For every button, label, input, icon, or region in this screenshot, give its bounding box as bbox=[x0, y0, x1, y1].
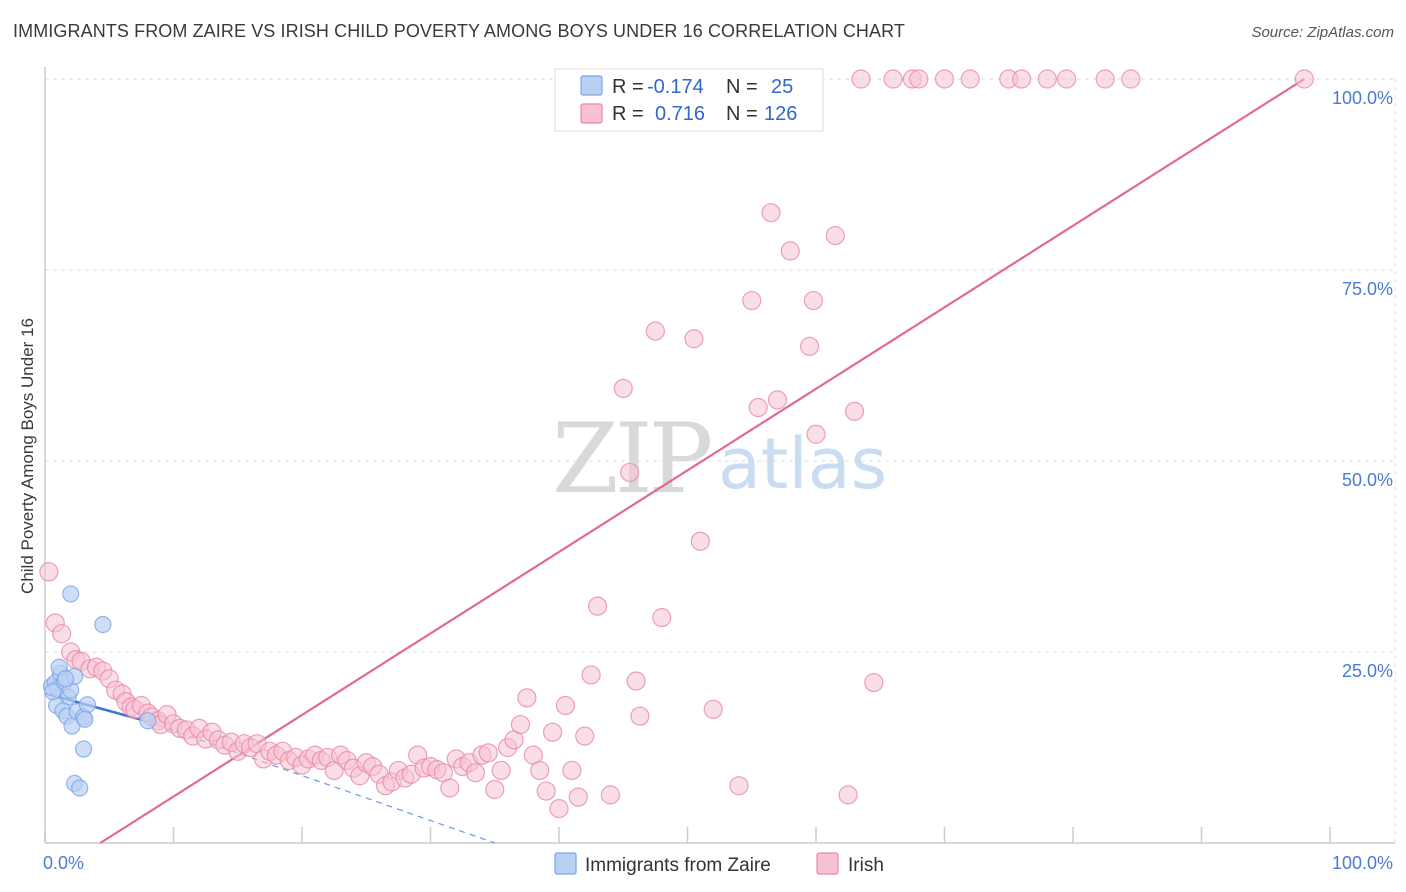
irish-point bbox=[630, 706, 650, 726]
irish-point bbox=[491, 760, 511, 781]
irish-point bbox=[600, 785, 621, 805]
irish-point bbox=[1056, 69, 1077, 89]
legend-n-value-zaire: 25 bbox=[771, 76, 793, 98]
irish-point bbox=[465, 763, 486, 783]
legend-swatch-irish bbox=[580, 103, 603, 124]
irish-point bbox=[909, 69, 929, 89]
y-tick-label: 25.0% bbox=[1342, 661, 1393, 681]
bottom-legend: Immigrants from Zaire Irish bbox=[554, 852, 884, 876]
irish-point bbox=[703, 699, 723, 719]
irish-point bbox=[690, 531, 710, 551]
irish-point bbox=[864, 672, 884, 693]
irish-point bbox=[587, 596, 608, 616]
irish-point bbox=[440, 778, 460, 798]
irish-point bbox=[652, 608, 672, 628]
irish-point bbox=[510, 714, 531, 735]
irish-point bbox=[626, 671, 646, 691]
irish-point bbox=[729, 776, 749, 796]
legend-r-value-zaire: -0.174 bbox=[647, 76, 704, 98]
zaire-point bbox=[71, 779, 89, 797]
irish-point bbox=[825, 226, 845, 246]
zaire-point bbox=[76, 710, 94, 728]
chart-title: IMMIGRANTS FROM ZAIRE VS IRISH CHILD POV… bbox=[13, 21, 906, 41]
irish-point bbox=[568, 787, 588, 807]
y-axis-label: Child Poverty Among Boys Under 16 bbox=[18, 318, 37, 594]
y-tick-label: 100.0% bbox=[1332, 88, 1393, 108]
chart-source: Source: ZipAtlas.com bbox=[1251, 24, 1394, 41]
legend-n-label-irish: N = bbox=[726, 103, 758, 125]
watermark-atlas: atlas bbox=[718, 423, 887, 505]
y-tick-label: 50.0% bbox=[1342, 470, 1393, 490]
irish-point bbox=[517, 688, 537, 708]
irish-point bbox=[960, 69, 980, 89]
irish-point bbox=[742, 290, 762, 311]
zaire-point bbox=[74, 740, 93, 758]
bottom-legend-label-irish: Irish bbox=[848, 855, 884, 876]
zaire-point bbox=[56, 670, 75, 688]
data-points bbox=[39, 69, 1314, 819]
y-tick-label: 75.0% bbox=[1342, 279, 1393, 299]
irish-point bbox=[1037, 69, 1057, 89]
irish-point bbox=[530, 760, 550, 781]
bottom-legend-swatch-zaire bbox=[554, 852, 577, 875]
legend-swatch-zaire bbox=[580, 75, 603, 96]
irish-point bbox=[803, 290, 824, 311]
irish-point bbox=[613, 378, 633, 399]
zaire-point bbox=[44, 683, 62, 701]
irish-point bbox=[934, 69, 955, 89]
irish-point bbox=[542, 722, 563, 742]
irish-point bbox=[581, 665, 601, 685]
irish-point bbox=[555, 695, 576, 716]
irish-point bbox=[645, 321, 665, 341]
irish-point bbox=[748, 397, 768, 418]
irish-point bbox=[767, 390, 788, 410]
legend-r-value-irish: 0.716 bbox=[655, 103, 705, 125]
irish-point bbox=[536, 781, 556, 801]
irish-point bbox=[549, 799, 569, 819]
irish-point bbox=[806, 424, 826, 444]
irish-point bbox=[1121, 69, 1141, 89]
gridlines bbox=[45, 78, 1396, 843]
irish-point bbox=[851, 69, 871, 89]
irish-point bbox=[799, 336, 820, 356]
irish-point bbox=[1011, 69, 1032, 89]
irish-point bbox=[761, 203, 781, 223]
x-tick-label-min: 0.0% bbox=[43, 853, 84, 873]
bottom-legend-label-zaire: Immigrants from Zaire bbox=[585, 855, 771, 876]
zaire-point bbox=[94, 615, 112, 634]
top-legend: R = -0.174 N = 25 R = 0.716 N = 126 bbox=[554, 68, 824, 132]
irish-point bbox=[485, 779, 505, 800]
irish-point bbox=[562, 760, 582, 781]
irish-point bbox=[883, 69, 903, 89]
irish-point bbox=[844, 401, 865, 421]
axes bbox=[44, 67, 1395, 844]
irish-point bbox=[780, 241, 800, 261]
legend-n-label-zaire: N = bbox=[726, 76, 758, 98]
irish-point bbox=[39, 562, 59, 582]
irish-point bbox=[620, 462, 640, 483]
legend-n-value-irish: 126 bbox=[764, 103, 797, 125]
irish-point bbox=[478, 743, 498, 763]
irish-point bbox=[1294, 69, 1314, 89]
legend-r-label-irish: R = bbox=[612, 103, 644, 125]
irish-point bbox=[1095, 69, 1115, 89]
irish-trend-line bbox=[99, 78, 1305, 844]
zaire-point bbox=[62, 585, 80, 603]
irish-point bbox=[684, 329, 704, 349]
bottom-legend-swatch-irish bbox=[816, 852, 839, 875]
irish-point bbox=[838, 785, 858, 805]
legend-r-label-zaire: R = bbox=[612, 76, 644, 98]
zaire-point bbox=[139, 712, 157, 730]
watermark-zip: ZIP bbox=[552, 403, 711, 515]
x-tick-label-max: 100.0% bbox=[1332, 853, 1393, 873]
zaire-point bbox=[78, 696, 97, 714]
tick-labels: 25.0% 50.0% 75.0% 100.0% 0.0% 100.0% bbox=[43, 88, 1393, 873]
irish-point bbox=[575, 726, 595, 746]
irish-point bbox=[52, 624, 72, 644]
